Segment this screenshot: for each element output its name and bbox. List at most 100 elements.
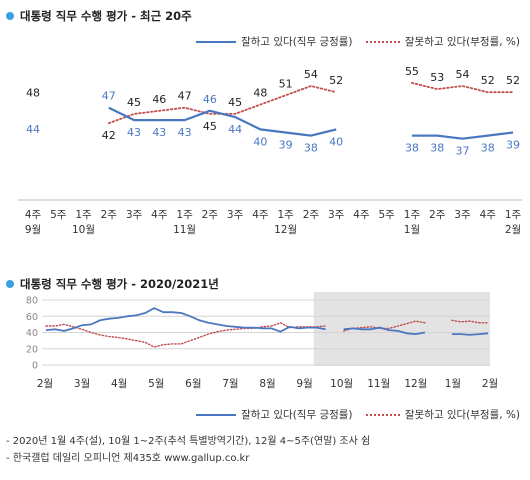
data-label-negative: 52 <box>329 74 343 87</box>
legend-negative: 잘못하고 있다(부정률, %) <box>365 34 520 49</box>
solid-line-swatch <box>196 414 237 416</box>
x-tick-month: 2월 <box>482 378 498 390</box>
x-tick-week: 4주 <box>353 209 370 221</box>
footnotes: - 2020년 1월 4주(설), 10월 1~2주(추석 특별방역기간), 1… <box>6 433 370 467</box>
footnote-2: - 한국갤럽 데일리 오피니언 제435호 www.gallup.co.kr <box>6 453 250 464</box>
x-tick-week: 2주 <box>303 209 320 221</box>
x-tick-week: 4주 <box>252 209 269 221</box>
data-label-negative: 48 <box>253 87 267 100</box>
x-tick-week: 2주 <box>101 209 118 221</box>
x-tick-month: 8월 <box>259 378 275 390</box>
data-label-positive: 43 <box>152 126 166 139</box>
legend-negative: 잘못하고 있다(부정률, %) <box>365 407 520 422</box>
data-label-negative: 51 <box>279 77 293 90</box>
x-tick-week: 2주 <box>429 209 446 221</box>
data-label-negative: 55 <box>405 65 419 78</box>
chart2-title: 대통령 직무 수행 평가 - 2020/2021년 <box>6 276 219 292</box>
x-tick-month: 1월 <box>404 224 420 236</box>
dotted-line-swatch <box>365 41 400 43</box>
data-label-negative: 52 <box>506 74 520 87</box>
legend-positive: 잘하고 있다(직무 긍정률) <box>196 34 353 49</box>
data-label-positive: 40 <box>329 135 343 148</box>
data-label-positive: 38 <box>304 142 318 155</box>
x-tick-month: 10월 <box>72 224 95 236</box>
data-label-positive: 43 <box>127 126 141 139</box>
data-label-negative: 52 <box>481 74 495 87</box>
bullet-dot-icon <box>6 279 14 288</box>
x-tick-week: 3주 <box>227 209 244 221</box>
chart1-plot: 44 48 47 42 43 45 43 46 43 47 46 45 44 45 40 48 39 51 38 54… <box>18 65 522 236</box>
x-tick-week: 1주 <box>75 209 92 221</box>
solid-line-swatch <box>196 41 237 43</box>
data-label-positive: 43 <box>178 126 192 139</box>
x-tick-month: 6월 <box>185 378 201 390</box>
y-tick-label: 40 <box>26 328 38 339</box>
data-label-positive: 38 <box>405 142 419 155</box>
x-tick-month: 12월 <box>404 378 427 390</box>
x-tick-month: 7월 <box>222 378 238 390</box>
x-tick-week: 4주 <box>151 209 168 221</box>
series-line-positive <box>343 326 426 336</box>
x-tick-week: 5주 <box>50 209 67 221</box>
data-label-positive: 40 <box>253 135 267 148</box>
x-tick-week: 1주 <box>176 209 193 221</box>
x-tick-month: 4월 <box>111 378 127 390</box>
data-label-negative: 47 <box>178 90 192 103</box>
series-line-negative <box>45 322 327 348</box>
x-tick-month: 9월 <box>296 378 312 390</box>
x-tick-month: 9월 <box>25 224 41 236</box>
x-tick-month: 2월 <box>37 378 53 390</box>
x-tick-week: 3주 <box>328 209 345 221</box>
x-tick-month: 11월 <box>173 224 196 236</box>
series-line-positive <box>108 106 337 137</box>
data-label-negative: 45 <box>228 96 242 109</box>
data-label-positive: 37 <box>455 145 469 158</box>
x-tick-week: 2주 <box>202 209 219 221</box>
x-tick-week: 3주 <box>126 209 143 221</box>
data-label-positive: 44 <box>228 123 242 136</box>
x-tick-week: 1주 <box>404 209 421 221</box>
x-tick-week: 5주 <box>379 209 396 221</box>
series-line-positive <box>411 131 514 140</box>
data-label-negative: 53 <box>430 71 444 84</box>
data-label-negative: 48 <box>26 87 40 100</box>
series-line-negative <box>107 85 338 125</box>
data-label-positive: 46 <box>203 93 217 106</box>
x-tick-month: 1월 <box>445 378 461 390</box>
chart2-plot: 0 20 40 60 80 2월 3월 4월 5월 6월 7월 8월 9월 10월 11월 12월 1월 2월 <box>26 292 498 390</box>
series-line-positive <box>451 332 489 336</box>
x-tick-week: 3주 <box>454 209 471 221</box>
y-tick-label: 20 <box>26 344 38 355</box>
chart2-legend: 잘하고 있다(직무 긍정률) 잘못하고 있다(부정률, %) <box>186 407 520 422</box>
recent-period-shade <box>313 292 490 366</box>
x-tick-week: 4주 <box>480 209 497 221</box>
data-label-positive: 38 <box>481 142 495 155</box>
data-label-positive: 39 <box>279 139 293 152</box>
data-label-negative: 54 <box>304 68 318 81</box>
bullet-dot-icon <box>6 11 14 20</box>
data-label-positive: 39 <box>506 139 520 152</box>
series-line-negative <box>451 319 489 324</box>
data-label-negative: 54 <box>455 68 469 81</box>
data-label-positive: 38 <box>430 142 444 155</box>
series-line-negative <box>411 82 514 94</box>
x-tick-month: 2월 <box>505 224 521 236</box>
data-label-negative: 42 <box>102 129 116 142</box>
y-tick-label: 80 <box>26 296 38 307</box>
x-tick-month: 5월 <box>148 378 164 390</box>
footnote-1: - 2020년 1월 4주(설), 10월 1~2주(추석 특별방역기간), 1… <box>6 436 371 447</box>
data-label-negative: 46 <box>152 93 166 106</box>
x-tick-week: 1주 <box>505 209 522 221</box>
x-tick-month: 3월 <box>74 378 90 390</box>
series-line-positive <box>45 307 326 333</box>
data-label-negative: 45 <box>127 96 141 109</box>
legend-positive: 잘하고 있다(직무 긍정률) <box>196 407 353 422</box>
data-label-negative: 45 <box>203 120 217 133</box>
y-tick-label: 0 <box>32 361 38 372</box>
x-tick-month: 12월 <box>274 224 297 236</box>
chart1-legend: 잘하고 있다(직무 긍정률) 잘못하고 있다(부정률, %) <box>186 34 520 49</box>
data-label-positive: 47 <box>102 90 116 103</box>
dotted-line-swatch <box>365 414 400 416</box>
x-tick-week: 1주 <box>277 209 294 221</box>
data-label-positive: 44 <box>26 123 40 136</box>
